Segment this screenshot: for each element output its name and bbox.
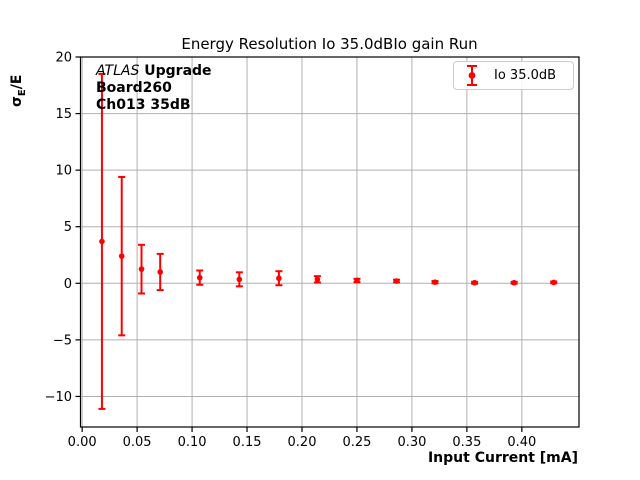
y-tick-label: 5 [64, 220, 72, 235]
x-tick-label: 0.00 [68, 435, 97, 450]
y-tick-label: 10 [55, 164, 72, 179]
annotation: ATLAS Upgrade Board260 Ch013 35dB [96, 63, 212, 114]
x-tick-label: 0.25 [342, 435, 371, 450]
legend-label: Io 35.0dB [494, 68, 557, 83]
axes-spines [79, 56, 580, 428]
y-axis-label: σE/E [9, 75, 28, 107]
data-point [157, 269, 163, 275]
y-tick-label: 15 [55, 107, 72, 122]
x-tick-label: 0.40 [507, 435, 536, 450]
y-tick-label: 0 [64, 277, 72, 292]
y-axis-label-sigma: σ [9, 96, 25, 107]
annotation-line-3: Ch013 35dB [96, 97, 191, 113]
y-axis-label-rest: /E [9, 74, 25, 90]
annotation-atlas: ATLAS [96, 63, 140, 79]
x-tick-label: 0.30 [397, 435, 426, 450]
x-axis-label: Input Current [mA] [427, 450, 578, 466]
y-tick-label: −5 [53, 333, 72, 348]
data-point [236, 276, 243, 283]
data-point [393, 278, 400, 284]
legend-box: Io 35.0dB [453, 61, 574, 90]
x-tick-label: 0.35 [452, 435, 481, 450]
data-point [99, 238, 105, 245]
data-point [471, 279, 478, 286]
y-tick-label: 20 [55, 51, 72, 66]
annotation-line-1: ATLAS Upgrade [96, 63, 212, 80]
data-point [118, 253, 125, 259]
y-axis-label-subscript: E [16, 89, 28, 97]
data-point [432, 279, 438, 285]
chart-title: Energy Resolution Io 35.0dBIo gain Run [181, 35, 478, 53]
x-tick-label: 0.10 [178, 435, 207, 450]
data-point [354, 277, 360, 284]
data-point [138, 266, 145, 272]
annotation-upgrade: Upgrade [139, 63, 212, 79]
errorbar-icon [467, 65, 477, 86]
data-point [196, 274, 203, 281]
x-tick-label: 0.15 [233, 435, 262, 450]
data-point [550, 279, 557, 286]
y-tick-label: −10 [45, 390, 72, 405]
x-tick-label: 0.20 [288, 435, 317, 450]
data-point [276, 275, 282, 282]
data-point [511, 279, 517, 286]
x-tick-label: 0.05 [123, 435, 152, 450]
annotation-line-2: Board260 [96, 80, 172, 96]
data-point [314, 276, 321, 283]
